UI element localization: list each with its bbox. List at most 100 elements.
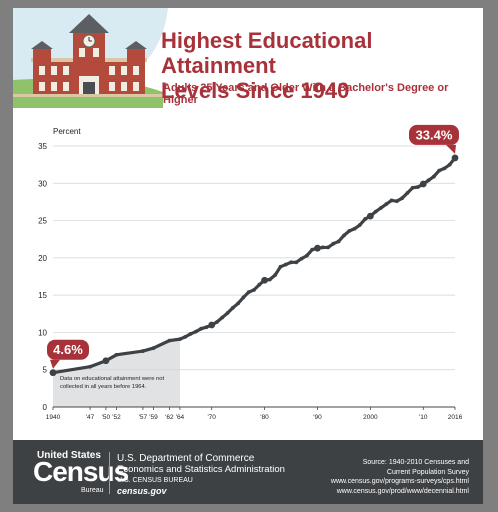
data-point [246,290,251,295]
data-point [304,253,309,258]
callout-pointer [446,144,456,154]
data-point [366,212,374,220]
courthouse-illustration [13,8,168,108]
page-title: Highest Educational Attainment Levels Si… [161,28,481,103]
data-point [326,245,330,250]
data-point [400,196,405,201]
data-point [208,321,216,329]
data-point [342,233,346,238]
data-point [193,329,198,334]
y-tick-label: 10 [38,328,47,337]
data-point [49,369,57,377]
data-point [220,315,225,320]
data-point [225,311,230,315]
data-point [437,168,442,173]
x-tick-label: '52 [112,414,121,421]
subtitle: Adults 25 Years and Older With a Bachelo… [163,82,449,106]
data-point [230,305,235,310]
x-tick-label: '70 [207,414,216,421]
y-tick-label: 15 [38,291,47,300]
data-point [394,199,399,204]
data-point [183,335,188,339]
data-point [278,264,283,269]
x-tick-label: '62 [165,414,174,421]
data-point [178,337,182,342]
y-tick-label: 25 [38,217,47,226]
data-point [283,262,288,267]
data-point [363,217,367,221]
callout-label: 4.6% [53,342,83,357]
dept-line-1: U.S. Department of Commerce [117,453,255,464]
x-tick-label: 1940 [46,414,61,421]
data-point [405,191,410,195]
data-point [188,332,193,336]
data-point [347,229,352,233]
y-tick-label: 0 [43,403,48,412]
x-tick-label: '57 [139,414,148,421]
callout-pointer [50,359,60,369]
data-point [236,301,241,306]
y-tick-label: 5 [43,366,48,375]
y-tick-label: 20 [38,254,47,263]
data-point [314,244,321,252]
data-point [241,295,246,300]
logo-united-states: United States [37,450,101,461]
data-point [431,174,436,179]
x-tick-label: '50 [102,414,111,421]
x-tick-label: '10 [419,414,428,421]
callout-box [47,339,89,360]
title-line-2: Levels Since 1940 [161,78,350,103]
y-tick-label: 35 [38,142,47,151]
data-point [310,247,315,252]
source-url-decennial[interactable]: www.census.gov/prod/www/decennial.html [336,487,469,495]
data-point [102,357,110,365]
annotation-note: Data on educational attainment were not c… [60,376,164,390]
callout-label: 33.4% [416,127,453,142]
source-url-cps[interactable]: www.census.gov/programs-surveys/cps.html [330,478,469,485]
x-tick-label: '59 [149,414,158,421]
callout-box [409,124,459,145]
census-gov-link[interactable]: census.gov [117,486,167,496]
x-tick-label: '47 [86,414,95,421]
data-point [273,273,278,277]
data-point [199,326,204,331]
data-point [294,260,299,265]
data-point [389,198,394,203]
census-logo: Census [33,456,129,487]
data-point [357,223,362,227]
line-chart: Percent 0 5 10 15 20 25 30 35 1940 '47 '50'52 '57'5… [38,124,463,421]
logo-bureau: Bureau [81,487,104,494]
header: Highest Educational Attainment Levels Si… [13,8,483,108]
x-tick-label: '80 [260,414,269,421]
footer-divider [109,452,110,494]
data-point [447,162,452,167]
data-point [352,226,357,231]
data-point [373,209,378,214]
y-axis-label: Percent [53,127,81,136]
y-tick-label: 30 [38,179,47,188]
data-point [289,260,293,265]
data-point [451,154,459,162]
data-point [114,352,119,357]
data-point [167,338,172,343]
title-line-1: Highest Educational Attainment [161,28,373,78]
data-point [141,349,145,353]
data-point [379,205,383,210]
x-tick-label: '90 [313,414,322,421]
data-point [426,178,431,183]
data-point [416,185,420,189]
series-line [51,156,457,375]
callout-bubble: 33.4% [409,124,459,154]
infographic-card: Highest Educational Attainment Levels Si… [13,8,483,504]
data-point [261,276,268,284]
data-point [88,364,92,369]
courthouse-icon [13,14,163,97]
data-point [257,282,262,287]
data-point [252,288,256,292]
data-point [410,185,415,190]
data-point [320,245,325,250]
x-tick-label: 2016 [448,414,463,421]
department-block: U.S. Department of Commerce Economics an… [117,453,285,497]
data-point [299,256,304,261]
data-point [204,325,209,330]
